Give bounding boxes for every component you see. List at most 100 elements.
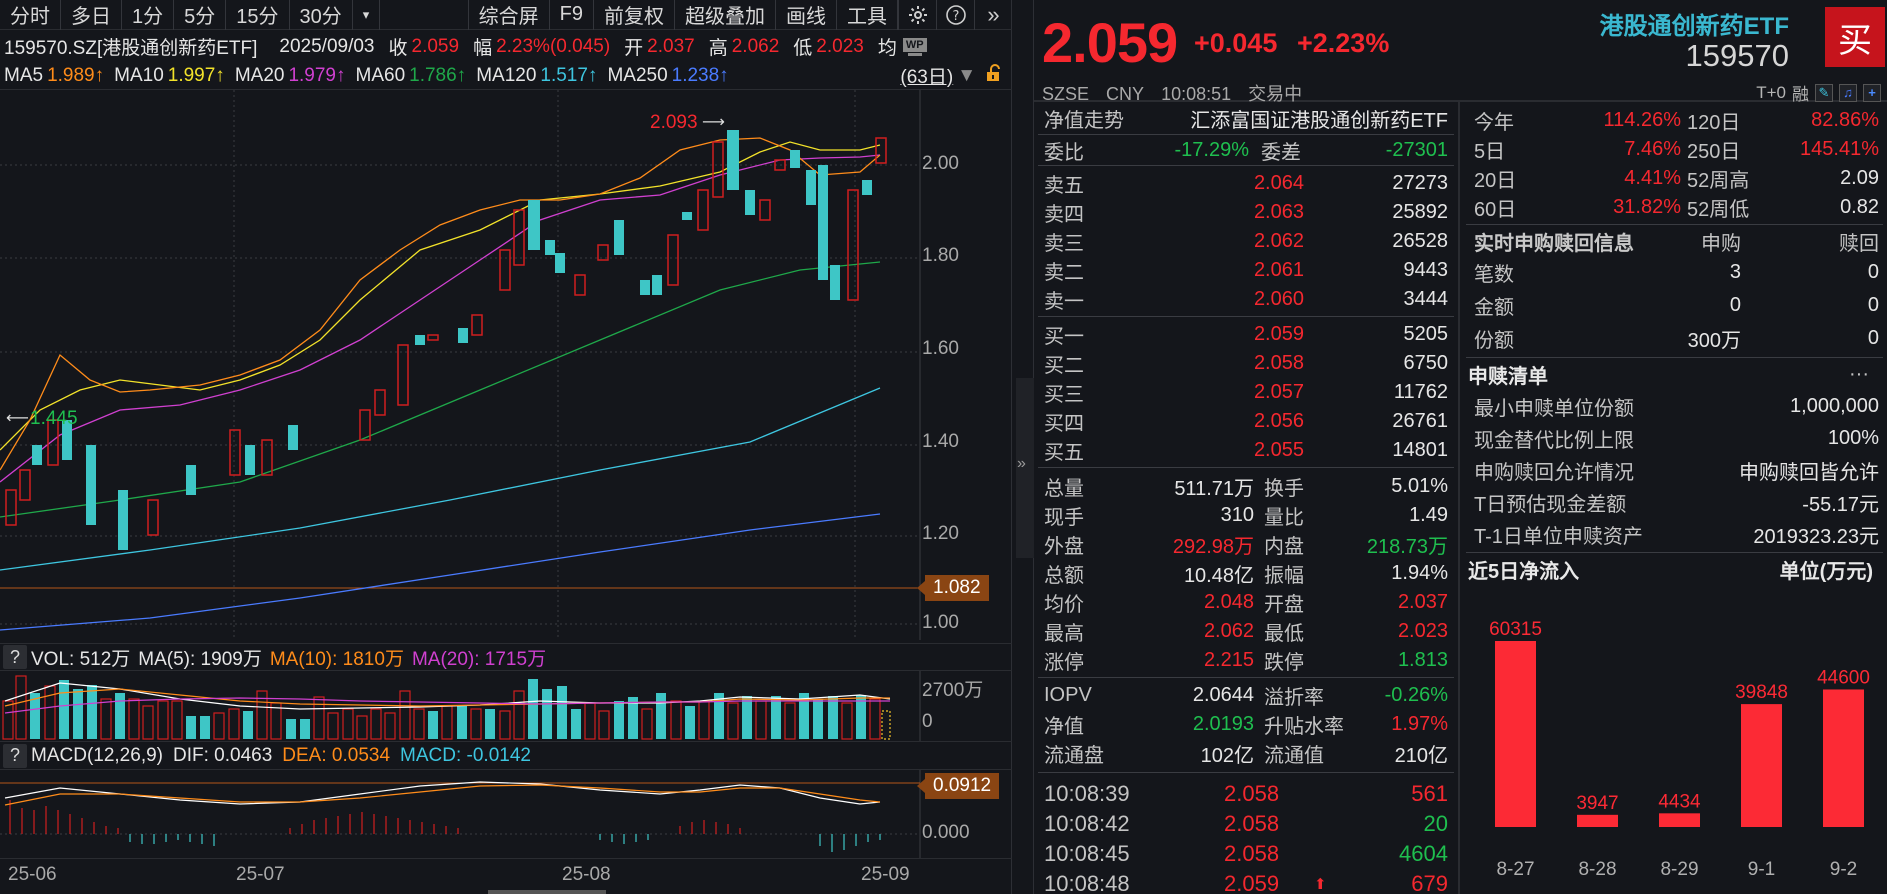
wp-monitor-icon[interactable]: WP bbox=[902, 37, 931, 56]
volume-help-button[interactable]: ? bbox=[3, 645, 27, 669]
bid-volume: 14801 bbox=[1392, 439, 1448, 461]
ask-price: 2.060 bbox=[1253, 288, 1304, 310]
stat-label: 振幅 bbox=[1264, 565, 1304, 587]
ma5-value: 1.989↑ bbox=[47, 64, 105, 86]
tab-5min[interactable]: 5分 bbox=[174, 0, 227, 30]
help-icon[interactable]: ? bbox=[936, 0, 974, 30]
low-marker-label: 1.445 bbox=[30, 408, 78, 429]
bid-price: 2.057 bbox=[1253, 381, 1304, 403]
more-icon[interactable]: ··· bbox=[1849, 362, 1869, 385]
bid-row[interactable]: 买二 2.058 6750 bbox=[1034, 349, 1458, 378]
stat-value: 2.0193 bbox=[1192, 713, 1254, 735]
tab-multiday[interactable]: 多日 bbox=[61, 0, 122, 30]
divider bbox=[1038, 134, 1454, 135]
creation-label: 最小申赎单位份额 bbox=[1474, 397, 1634, 420]
stat-label: 总量 bbox=[1044, 478, 1084, 500]
ask-level-label: 卖三 bbox=[1044, 233, 1084, 255]
divider bbox=[1466, 552, 1883, 553]
ask-row[interactable]: 卖四 2.063 25892 bbox=[1034, 198, 1458, 227]
tick-price: 2.058 bbox=[1224, 811, 1280, 836]
tab-15min[interactable]: 15分 bbox=[226, 0, 290, 30]
bid-volume: 6750 bbox=[1403, 352, 1449, 374]
ask-row[interactable]: 卖三 2.062 26528 bbox=[1034, 227, 1458, 256]
creation-row: T-1日单位申赎资产 2019323.23元 bbox=[1462, 518, 1887, 550]
ma5-label: MA5 bbox=[4, 64, 44, 86]
bell-icon[interactable]: ♫ bbox=[1839, 83, 1857, 102]
performance-row: 5日 7.46% 250日 145.41% bbox=[1462, 135, 1887, 164]
super-overlay-button[interactable]: 超级叠加 bbox=[675, 0, 776, 30]
ask-row[interactable]: 卖一 2.060 3444 bbox=[1034, 285, 1458, 314]
nav-trend-row[interactable]: 净值走势 汇添富国证港股通创新药ETF bbox=[1034, 102, 1458, 134]
stat-label: 均价 bbox=[1044, 594, 1084, 616]
volume-axis-zero: 0 bbox=[922, 711, 933, 732]
panel-collapse-handle[interactable]: » bbox=[1012, 0, 1034, 894]
macd-help-button[interactable]: ? bbox=[3, 743, 27, 768]
expand-icon[interactable]: » bbox=[974, 0, 1012, 30]
ask-row[interactable]: 卖二 2.061 9443 bbox=[1034, 256, 1458, 285]
date-tick: 25-06 bbox=[8, 864, 57, 885]
range-dropdown-icon[interactable]: ▼ bbox=[957, 64, 976, 86]
subscription-col: 申购 bbox=[1701, 233, 1741, 255]
sub-label: 份额 bbox=[1474, 330, 1514, 352]
bid-row[interactable]: 买一 2.059 5205 bbox=[1034, 320, 1458, 349]
stat-label: 开盘 bbox=[1264, 594, 1304, 616]
forward-adjust-button[interactable]: 前复权 bbox=[594, 0, 675, 30]
f9-button[interactable]: F9 bbox=[550, 0, 594, 30]
high-marker-label: 2.093 bbox=[650, 112, 698, 133]
buy-button[interactable]: 买 bbox=[1825, 7, 1885, 67]
high-marker-arrow: ⟶ bbox=[702, 114, 725, 131]
macd-value: MACD: -0.0142 bbox=[400, 744, 531, 766]
macd-chart[interactable]: 0.0912 0.000 bbox=[0, 769, 1012, 858]
add-icon[interactable]: + bbox=[1863, 83, 1881, 102]
range-label: 幅 bbox=[473, 38, 493, 59]
ask-list: 卖五 2.064 27273 卖四 2.063 25892 卖三 2.062 26528 卖… bbox=[1034, 166, 1458, 314]
tick-list[interactable]: 10:08:39 2.058 561 10:08:42 2.058 20 10:08:4… bbox=[1034, 773, 1458, 894]
perf-label: 52周低 bbox=[1687, 199, 1750, 221]
edit-icon[interactable]: ✎ bbox=[1815, 83, 1833, 102]
range-days-selector[interactable]: (63日) bbox=[900, 67, 954, 88]
high-value: 2.062 bbox=[731, 35, 780, 57]
lock-icon[interactable] bbox=[986, 63, 1002, 88]
composite-screen-button[interactable]: 综合屏 bbox=[467, 0, 550, 30]
date-axis: 25-06 25-07 25-08 25-09 bbox=[0, 858, 1012, 894]
stat-label: 换手 bbox=[1264, 478, 1304, 500]
perf-value: 82.86% bbox=[1811, 109, 1879, 131]
subscription-header: 实时申购赎回信息 申购 赎回 bbox=[1462, 227, 1887, 256]
t0-badge: T+0 bbox=[1756, 82, 1786, 102]
stat-row: 外盘 292.98万 内盘 218.73万 bbox=[1034, 530, 1458, 559]
etf-stat-row: 流通盘 102亿 流通值 210亿 bbox=[1034, 739, 1458, 768]
tab-intraday[interactable]: 分时 bbox=[0, 0, 61, 30]
ma60-label: MA60 bbox=[355, 64, 406, 86]
draw-line-button[interactable]: 画线 bbox=[776, 0, 837, 30]
stat-value: 210亿 bbox=[1394, 745, 1448, 767]
perf-label: 52周高 bbox=[1687, 170, 1750, 192]
ma120-label: MA120 bbox=[476, 64, 537, 86]
volume-ma10: MA(10): 1810万 bbox=[269, 648, 404, 670]
tab-1min[interactable]: 1分 bbox=[122, 0, 175, 30]
tab-30min[interactable]: 30分 bbox=[290, 0, 353, 30]
stat-label: 跌停 bbox=[1264, 652, 1304, 674]
bid-row[interactable]: 买五 2.055 14801 bbox=[1034, 436, 1458, 465]
symbol-label: 159570.SZ[港股通创新药ETF] bbox=[4, 38, 258, 59]
period-more-dropdown[interactable]: ▾ bbox=[353, 0, 381, 30]
stat-row: 总量 511.71万 换手 5.01% bbox=[1034, 472, 1458, 501]
candlestick-chart[interactable]: 2.093 ⟶ ⟵ 1.445 2.00 1.80 1.60 1.40 1.20… bbox=[0, 90, 1012, 640]
creation-row: 现金替代比例上限 100% bbox=[1462, 422, 1887, 454]
stat-value: 2.037 bbox=[1397, 591, 1448, 613]
nav-trend-link[interactable]: 净值走势 bbox=[1044, 109, 1124, 132]
gear-icon[interactable] bbox=[898, 0, 936, 30]
bid-row[interactable]: 买三 2.057 11762 bbox=[1034, 378, 1458, 407]
ask-row[interactable]: 卖五 2.064 27273 bbox=[1034, 169, 1458, 198]
stat-row: 最高 2.062 最低 2.023 bbox=[1034, 617, 1458, 646]
performance-row: 60日 31.82% 52周低 0.82 bbox=[1462, 193, 1887, 222]
horizontal-scrollbar[interactable] bbox=[488, 890, 606, 894]
volume-chart[interactable]: 2700万 0 bbox=[0, 671, 1012, 741]
date-tick: 25-08 bbox=[562, 864, 611, 885]
bid-row[interactable]: 买四 2.056 26761 bbox=[1034, 407, 1458, 436]
stat-label: 内盘 bbox=[1264, 536, 1304, 558]
macd-level-tag: 0.0912 bbox=[916, 773, 1000, 799]
bid-volume: 26761 bbox=[1392, 410, 1448, 432]
stat-value: 1.813 bbox=[1397, 649, 1448, 671]
net-flow-unit: 单位(万元) bbox=[1779, 560, 1873, 583]
tools-button[interactable]: 工具 bbox=[837, 0, 898, 30]
